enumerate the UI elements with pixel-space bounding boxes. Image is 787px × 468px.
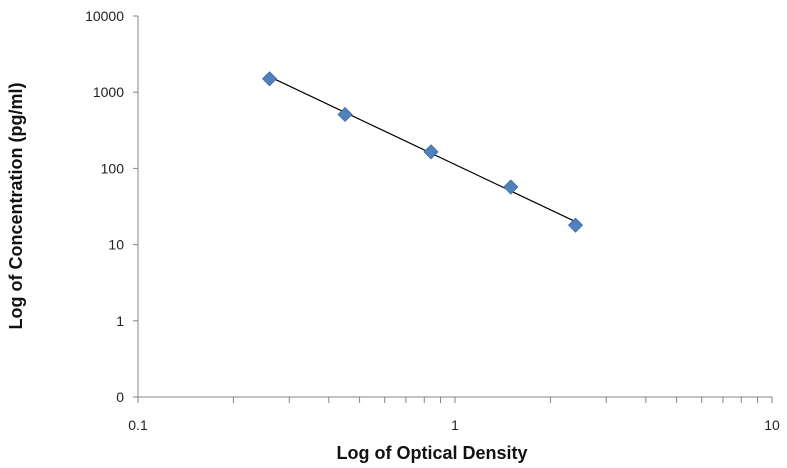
y-tick-label: 10000	[85, 8, 124, 24]
x-axis-title: Log of Optical Density	[336, 443, 527, 463]
y-tick-label: 100	[101, 160, 125, 176]
x-tick-label: 1	[451, 417, 459, 433]
y-tick-label: 10	[108, 237, 124, 253]
trendline	[269, 76, 576, 223]
data-points	[261, 71, 584, 233]
trendline-layer	[269, 76, 576, 223]
y-tick-label: 1000	[93, 84, 124, 100]
data-point	[567, 217, 584, 233]
data-point	[503, 179, 519, 195]
y-axis-ticks: 0 1 10 100 1000 10000	[85, 8, 138, 405]
y-axis-title: Log of Concentration (pg/ml)	[6, 83, 26, 330]
y-tick-label: 0	[116, 389, 124, 405]
data-point	[423, 144, 439, 160]
y-tick-label: 1	[116, 313, 124, 329]
x-tick-label: 0.1	[128, 417, 148, 433]
data-point	[261, 71, 278, 87]
plot-area: 0 1 10 100 1000 10000 0.1 1 10	[85, 8, 780, 433]
data-point	[337, 106, 353, 123]
x-tick-label: 10	[764, 417, 780, 433]
x-axis-ticks: 0.1 1 10	[128, 397, 780, 433]
